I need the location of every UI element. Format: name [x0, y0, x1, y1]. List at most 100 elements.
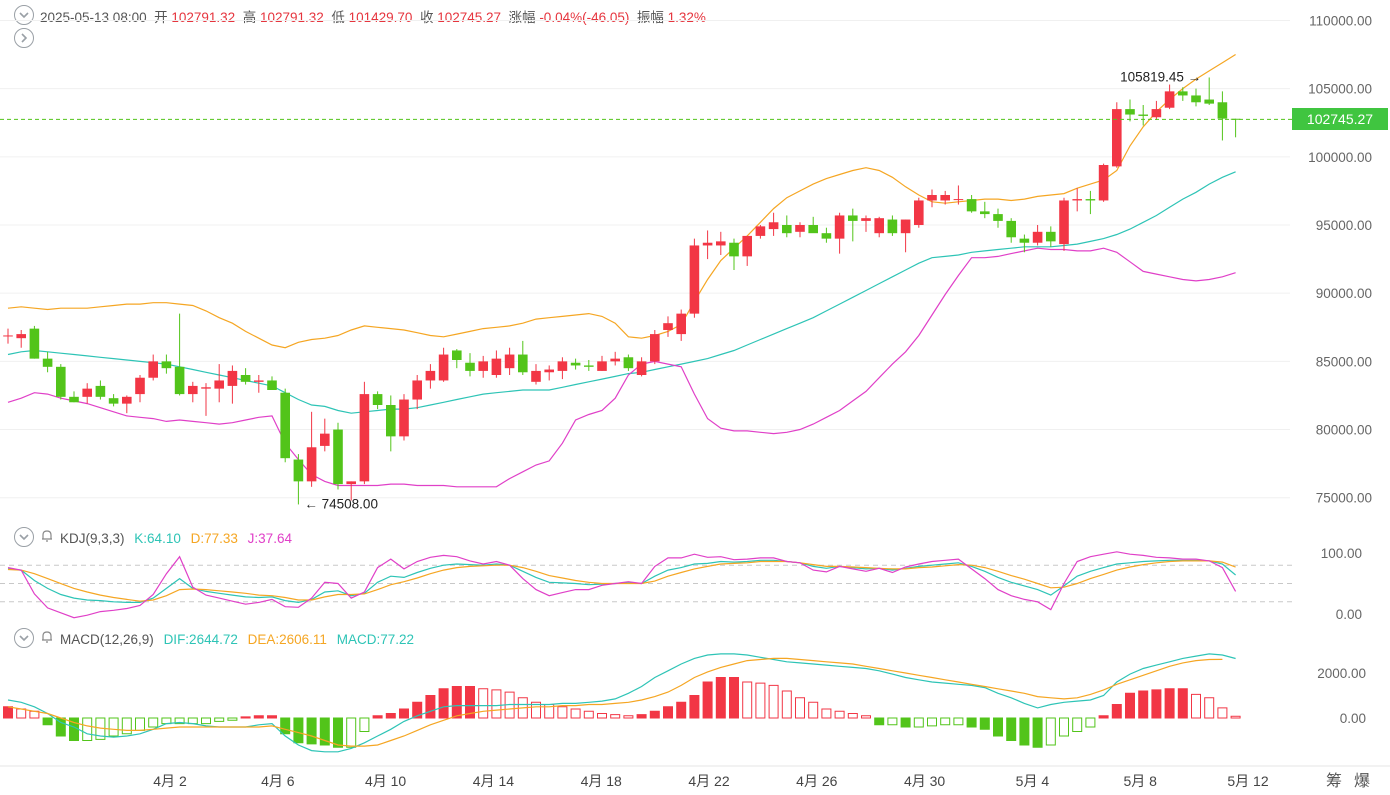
macd-histogram-bar [319, 717, 330, 746]
y-tick-label: 90000.00 [1316, 286, 1372, 301]
macd-histogram-bar [465, 686, 475, 719]
datetime: 2025-05-13 08:00 [40, 10, 147, 25]
candle-body [1072, 199, 1082, 201]
candle [610, 351, 620, 366]
candle [848, 208, 858, 242]
candle [82, 383, 92, 404]
right-toolbar: 筹爆 [1326, 767, 1382, 791]
macd-collapse-icon[interactable] [14, 628, 34, 648]
y-tick-label: 110000.00 [1309, 13, 1372, 28]
candle-body [808, 225, 818, 234]
expand-right-icon[interactable] [14, 28, 34, 48]
candle [399, 394, 409, 441]
candle-body [399, 399, 409, 437]
x-tick-label: 4月 30 [904, 773, 945, 789]
kdj-d-line [7, 560, 1236, 602]
macd-histogram-bar [610, 714, 621, 719]
candle-body [1151, 109, 1162, 118]
macd-dea-label: DEA:2606.11 [247, 632, 327, 647]
candle-body [412, 380, 422, 400]
macd-histogram-bar [82, 717, 93, 741]
liquidation-button[interactable]: 爆 [1353, 773, 1382, 790]
macd-histogram-bar [240, 716, 251, 719]
candle-body [663, 323, 673, 330]
candle [504, 347, 515, 375]
candle [782, 215, 792, 238]
x-tick-label: 4月 26 [796, 773, 837, 789]
candle-body [135, 377, 145, 395]
candle-body [623, 357, 634, 369]
macd-tick-label: 0.00 [1340, 711, 1366, 726]
macd-histogram-bar [927, 717, 937, 727]
candle-body [821, 233, 832, 239]
macd-histogram-bar [16, 708, 27, 719]
candle-body [1164, 91, 1175, 108]
candle [320, 418, 330, 452]
candle [1164, 84, 1175, 110]
candle-body [702, 242, 713, 246]
macd-histogram-bar [953, 717, 964, 726]
chip-distribution-button[interactable]: 筹 [1325, 773, 1354, 790]
candle-body [834, 215, 845, 239]
boll-mid-line [7, 171, 1236, 414]
kdj-title: KDJ(9,3,3) [60, 531, 125, 546]
macd-histogram-bar [333, 717, 343, 748]
macd-histogram-bar [834, 710, 845, 719]
candle-body [425, 370, 436, 381]
x-tick-label: 4月 18 [581, 773, 622, 789]
candle-body [1138, 114, 1148, 116]
candle-body [42, 358, 53, 367]
candle [1072, 188, 1082, 212]
macd-histogram-bar [729, 677, 739, 719]
candle [1046, 226, 1056, 247]
macd-histogram-bar [306, 717, 317, 745]
ohlc-header: 2025-05-13 08:00 开 102791.32 高 102791.32… [40, 6, 706, 26]
candle [214, 364, 224, 403]
amplitude-value: 1.32% [667, 10, 706, 25]
x-tick-label: 5月 4 [1016, 773, 1050, 789]
bell-icon[interactable] [40, 529, 54, 546]
macd-histogram-bar [861, 715, 871, 719]
macd-histogram-bar [1072, 717, 1083, 732]
candle [56, 364, 66, 400]
candle [386, 395, 396, 452]
candle [821, 227, 832, 243]
candle [861, 215, 871, 232]
macd-histogram-bar [135, 717, 145, 731]
candle-body [386, 405, 396, 437]
candle [3, 328, 13, 344]
candle-body [874, 218, 884, 234]
candle-body [465, 362, 475, 371]
macd-histogram-bar [214, 717, 225, 722]
collapse-toggle-icon[interactable] [14, 5, 34, 25]
candle-body [122, 396, 132, 404]
macd-histogram-bar [993, 717, 1003, 737]
candle-body [716, 241, 726, 246]
candle-body [359, 394, 370, 482]
candle [729, 238, 739, 270]
kdj-collapse-icon[interactable] [14, 527, 34, 547]
macd-histogram-bar [663, 706, 673, 719]
amplitude-label: 振幅 [636, 10, 664, 25]
macd-histogram-bar [702, 681, 713, 719]
candle-body [1217, 102, 1228, 119]
current-price-tag: 102745.27 [1292, 108, 1388, 131]
bell-icon[interactable] [40, 630, 54, 647]
macd-value-label: MACD:77.22 [336, 632, 414, 647]
kdj-j-line [7, 551, 1237, 619]
candle [716, 231, 726, 255]
candle-body [148, 361, 158, 378]
candle [1151, 100, 1162, 120]
macd-histogram-bar [478, 688, 489, 719]
kdj-tick-label: 100.00 [1321, 546, 1362, 561]
macd-histogram-bar [821, 708, 832, 719]
x-tick-label: 4月 10 [365, 773, 406, 789]
candle-body [782, 225, 792, 234]
macd-histogram-bar [451, 686, 462, 719]
macd-histogram-bar [399, 708, 409, 719]
macd-histogram-bar [966, 717, 977, 728]
macd-histogram-bar [121, 717, 132, 735]
high-value: 102791.32 [259, 10, 324, 25]
macd-histogram-bar [979, 717, 990, 730]
